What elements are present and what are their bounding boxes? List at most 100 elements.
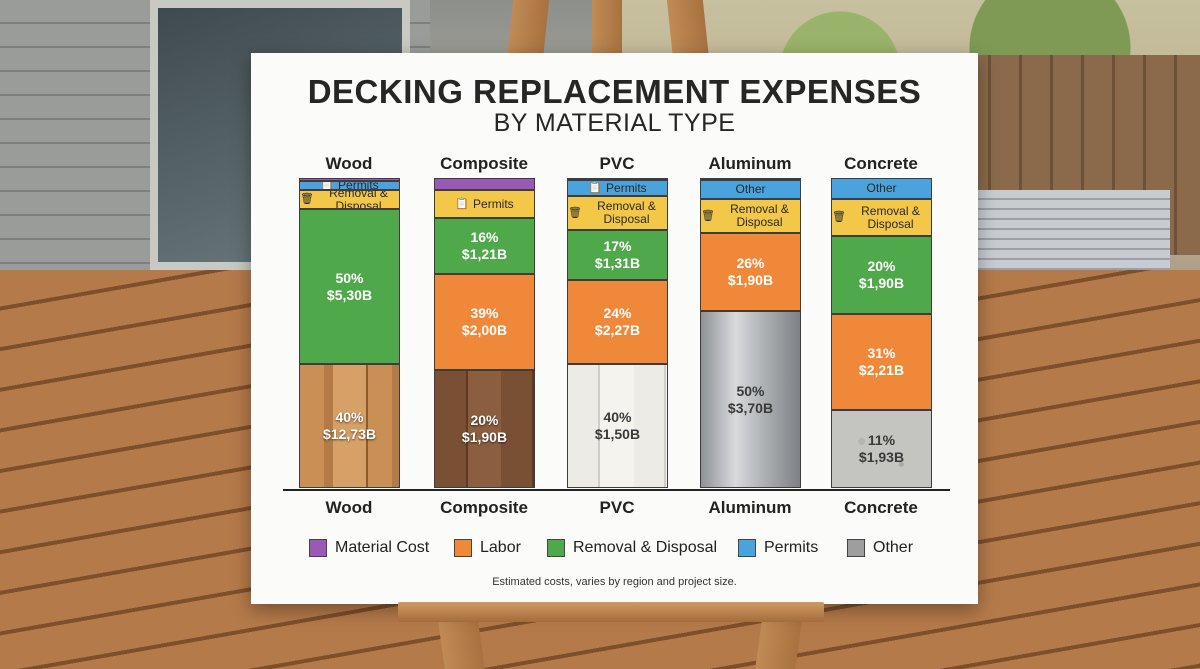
data-label-percent: 40%	[335, 409, 364, 425]
legend-label: Removal & Disposal	[573, 539, 718, 556]
segment-label-text: Removal & Disposal	[730, 202, 789, 229]
legend-label: Labor	[480, 539, 521, 556]
trash-icon: 🗑	[300, 193, 314, 205]
bar-segment: Other	[831, 178, 932, 199]
segment-label-text: Permits	[338, 181, 379, 190]
trash-icon: 🗑	[701, 209, 715, 222]
legend-swatch	[847, 539, 865, 557]
legend-swatch	[309, 539, 327, 557]
data-label-percent: 40%	[603, 409, 632, 425]
bar-segment: 📋 Permits	[299, 181, 400, 190]
bar-segment: 20% $1,90B	[434, 370, 535, 488]
bar-segment: 17% $1,31B	[567, 230, 668, 280]
data-label-amount: $5,30B	[326, 286, 373, 303]
bar-segment: 📋 Permits	[434, 190, 535, 218]
data-label-percent: 50%	[335, 269, 364, 286]
segment-label: Other	[866, 182, 896, 195]
bar-segment	[299, 178, 400, 181]
clipboard-icon: 📋	[455, 197, 470, 210]
data-label-percent: 17%	[603, 238, 632, 254]
bar-segment	[700, 178, 801, 180]
segment-label-text: Permits	[473, 196, 514, 211]
segment-label-text: Permits	[606, 180, 647, 195]
bar-segment: 🗑 Removal & Disposal	[831, 199, 932, 236]
data-label-percent: 11%	[867, 432, 896, 448]
legend-label: Other	[873, 539, 914, 556]
bar-segment: 50% $3,70B	[700, 311, 801, 488]
easel-mast	[592, 0, 622, 60]
clipboard-icon: 📋	[320, 181, 335, 190]
legend-item: Labor	[454, 539, 521, 557]
legend-label: Permits	[764, 539, 819, 556]
x-tick-label-wood: Wood	[325, 498, 373, 517]
bar-wood: 40% $12,73B 50% $5,30B 🗑 Removal & Disposal 📋 P…	[299, 178, 400, 488]
legend-label: Material Cost	[335, 539, 430, 556]
bar-segment: 26% $1,90B	[700, 233, 801, 311]
easel-tray	[398, 602, 824, 622]
data-label-amount: $2,27B	[594, 322, 641, 338]
chart-note: Estimated costs, varies by region and pr…	[492, 576, 737, 588]
trash-icon: 🗑	[832, 211, 846, 223]
easel-leg-left	[506, 0, 550, 60]
bar-aluminum: 50% $3,70B 26% $1,90B 🗑 Removal & Disposal Oth…	[700, 178, 801, 488]
chart-subtitle: BY MATERIAL TYPE	[493, 109, 736, 137]
legend-item: Removal & Disposal	[547, 539, 717, 557]
data-label-amount: $1,31B	[594, 255, 641, 271]
data-label-percent: 16%	[470, 229, 499, 245]
x-tick-label-composite: Composite	[440, 498, 528, 517]
column-title-composite: Composite	[440, 154, 528, 173]
bar-segment: 39% $2,00B	[434, 274, 535, 370]
legend-swatch	[738, 539, 756, 557]
data-label-amount: $1,90B	[858, 275, 905, 291]
segment-label-text: Other	[735, 182, 766, 196]
segment-label: 🗑 Removal & Disposal	[568, 200, 667, 226]
bar-segment: 31% $2,21B	[831, 314, 932, 410]
data-label-amount: $12,73B	[323, 426, 376, 442]
chart-legend: Material Cost Labor Removal & Disposal Perm…	[251, 539, 978, 565]
column-title-wood: Wood	[325, 154, 373, 173]
data-label-amount: $2,00B	[461, 322, 508, 338]
legend-item: Other	[847, 539, 913, 557]
chart-baseline	[283, 489, 950, 491]
data-label-percent: 24%	[603, 305, 632, 321]
bar-segment: 40% $12,73B	[299, 364, 400, 488]
bar-segment: 40% $1,50B	[567, 364, 668, 488]
column-title-concrete: Concrete	[844, 154, 918, 173]
data-label-percent: 31%	[867, 345, 896, 361]
legend-item: Permits	[738, 539, 818, 557]
segment-label-text: Removal & Disposal	[329, 190, 388, 209]
bar-concrete: 11% $1,93B 31% $2,21B 20% $1,90B 🗑 Removal & Di…	[831, 178, 932, 488]
column-title-aluminum: Aluminum	[708, 154, 792, 173]
segment-label: 📋 Permits	[455, 196, 514, 211]
bar-segment: 🗑 Removal & Disposal	[299, 190, 400, 209]
bar-segment	[567, 178, 668, 180]
segment-label: 📋 Permits	[588, 180, 647, 195]
bar-segment: 11% $1,93B	[831, 410, 932, 488]
legend-item: Material Cost	[309, 539, 429, 557]
data-label-amount: $1,93B	[858, 449, 905, 465]
easel-leg-right	[666, 0, 710, 60]
data-label-amount: $3,70B	[727, 399, 774, 416]
segment-label: 📋 Permits	[320, 181, 379, 190]
data-label-percent: 20%	[470, 412, 499, 428]
chart-title: DECKING REPLACEMENT EXPENSES	[307, 73, 922, 110]
bar-segment: 50% $5,30B	[299, 209, 400, 364]
bar-segment: Other	[700, 180, 801, 199]
bar-segment: 24% $2,27B	[567, 280, 668, 364]
data-label-percent: 26%	[736, 255, 765, 271]
clipboard-icon: 📋	[588, 181, 603, 194]
segment-label-text: Removal & Disposal	[597, 199, 656, 226]
data-label-amount: $2,21B	[858, 362, 905, 378]
x-tick-label-aluminum: Aluminum	[708, 498, 792, 517]
column-title-pvc: PVC	[599, 154, 635, 173]
bar-segment: 📋 Permits	[567, 180, 668, 196]
bar-segment	[434, 178, 535, 190]
x-tick-label-pvc: PVC	[599, 498, 635, 517]
data-label-percent: 20%	[867, 258, 896, 274]
lumber-stack	[965, 190, 1170, 270]
segment-label-text: Other	[866, 181, 897, 195]
segment-label: 🗑 Removal & Disposal	[701, 203, 800, 229]
bar-segment: 🗑 Removal & Disposal	[700, 199, 801, 233]
data-label-amount: $1,90B	[461, 429, 508, 445]
chart-board: DECKING REPLACEMENT EXPENSES BY MATERIAL…	[251, 53, 978, 604]
